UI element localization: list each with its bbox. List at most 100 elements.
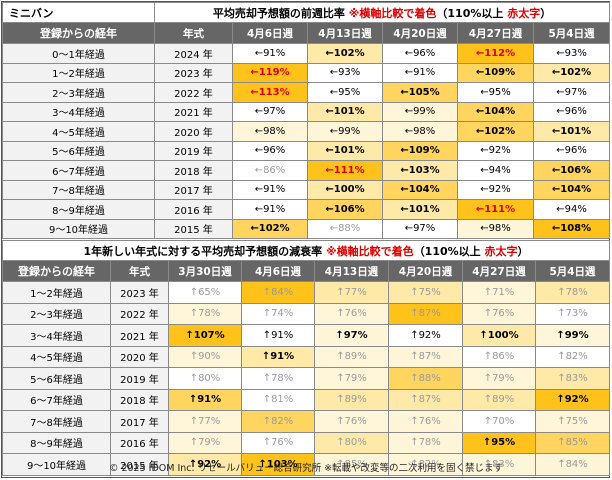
ratio-cell: ←91% [232,43,308,64]
ratio-cell: ←102% [307,43,383,64]
ratio-cell: ↑78% [535,281,610,304]
ratio-cell: ↑74% [241,302,315,325]
ratio-cell: ←88% [307,218,383,239]
row-elapsed-label: 4～5年経過 [2,345,111,368]
ratio-cell: ←102% [532,62,611,83]
ratio-cell: ←112% [457,43,534,64]
row-model-year: 2022 年 [154,82,233,103]
table-row: 4～5年経過 2020 年 ↑90% ↑91% ↑89% ↑87% ↑86% ↑82% [2,345,610,368]
row-elapsed-label: 8～9年経過 [2,199,155,220]
week-header: 4月20日週 [382,22,458,44]
table-row: 7～8年経過 2017 年 ←91% ←100% ←104% ←92% ←104% [2,179,611,200]
ratio-cell: ←94% [457,160,534,181]
ratio-cell: ↑65% [168,281,242,304]
ratio-cell: ↑90% [168,345,242,368]
week-header: 4月13日週 [307,22,383,44]
ratio-cell: ←109% [382,140,458,161]
ratio-cell: ←96% [532,101,611,122]
ratio-cell: ↑80% [168,367,242,390]
row-elapsed-label: 6～7年経過 [2,388,111,411]
ratio-cell: ←98% [382,121,458,142]
week-header: 4月27日週 [457,22,534,44]
ratio-cell: ↑91% [168,388,242,411]
row-elapsed-label: 1～2年経過 [2,62,155,83]
table-row: 3～4年経過 2021 年 ↑107% ↑91% ↑97% ↑92% ↑100% ↑99% [2,324,610,347]
ratio-cell: ↑82% [535,345,610,368]
ratio-cell: ↑76% [388,410,463,433]
ratio-cell: ↑89% [462,388,536,411]
ratio-cell: ↑107% [168,324,242,347]
ratio-cell: ←103% [382,160,458,181]
ratio-cell: ↑84% [535,453,610,476]
ratio-cell: ←101% [307,140,383,161]
ratio-cell: ↑92% [168,453,242,476]
ratio-cell: ←111% [457,199,534,220]
ratio-cell: ←113% [232,82,308,103]
ratio-cell: ←104% [457,101,534,122]
weekly-ratio-table: ミニバン 平均売却予想額の前週比率 ※横軸比較で着色（110%以上 赤太字） 登… [2,2,611,239]
ratio-cell: ←97% [532,82,611,103]
row-model-year: 2017 年 [154,179,233,200]
table2-title: 1年新しい年式に対する平均売却予想額の減衰率 ※横軸比較で着色（110%以上 赤… [2,240,610,261]
ratio-cell: ←97% [232,101,308,122]
ratio-cell: ↑76% [314,410,389,433]
week-header: 3月30日週 [168,260,242,282]
ratio-cell: ↑86% [462,345,536,368]
week-header: 4月20日週 [388,260,463,282]
table1-title: 平均売却予想額の前週比率 ※横軸比較で着色（110%以上 赤太字） [153,2,611,23]
table-row: 5～6年経過 2019 年 ↑80% ↑78% ↑79% ↑88% ↑79% ↑83% [2,367,610,390]
ratio-cell: ←105% [382,82,458,103]
table1-bold-red-note: 赤太字 [507,6,541,20]
ratio-cell: ↑80% [314,431,389,454]
ratio-cell: ←101% [382,199,458,220]
ratio-cell: ↑95% [462,431,536,454]
ratio-cell: ↑71% [462,281,536,304]
ratio-cell: ↑77% [168,410,242,433]
ratio-cell: ↑87% [388,388,463,411]
ratio-cell: ↑70% [462,410,536,433]
table-row: 4～5年経過 2020 年 ←98% ←99% ←98% ←102% ←101% [2,121,611,142]
ratio-cell: ↑79% [168,431,242,454]
ratio-cell: ↑88% [388,367,463,390]
ratio-cell: ←95% [307,82,383,103]
ratio-cell: ↑78% [168,302,242,325]
table1-note: ※横軸比較で着色 [348,6,437,20]
ratio-cell: ←101% [532,121,611,142]
ratio-cell: ←93% [307,62,383,83]
week-header: 4月6日週 [232,22,308,44]
table-row: 3～4年経過 2021 年 ←97% ←101% ←99% ←104% ←96% [2,101,611,122]
row-elapsed-label: 6～7年経過 [2,160,155,181]
ratio-cell: ←91% [232,199,308,220]
row-model-year: 2018 年 [154,160,233,181]
table-row: 6～7年経過 2018 年 ↑91% ↑81% ↑89% ↑87% ↑89% ↑92% [2,388,610,411]
ratio-cell: ←108% [532,218,611,239]
ratio-cell: ↑100% [462,324,536,347]
ratio-cell: ←111% [307,160,383,181]
ratio-cell: ↑82% [241,410,315,433]
ratio-cell: ←102% [232,218,308,239]
table2-note: ※横軸比較で着色 [325,244,414,258]
row-elapsed-label: 1～2年経過 [2,281,111,304]
ratio-cell: ←95% [457,82,534,103]
ratio-cell: ←119% [232,62,308,83]
ratio-cell: ↑78% [241,367,315,390]
week-header: 4月27日週 [462,260,536,282]
ratio-cell: ←100% [307,179,383,200]
table-row: 5～6年経過 2019 年 ←96% ←101% ←109% ←92% ←96% [2,140,611,161]
ratio-cell: ←96% [532,140,611,161]
row-model-year: 2018 年 [110,388,169,411]
ratio-cell: ↑79% [462,367,536,390]
ratio-cell: ↑82% [388,453,463,476]
row-model-year: 2019 年 [154,140,233,161]
table-row: 9～10年経過 2015 年 ↑92% ↑103% ↑85% ↑82% ↑83% ↑84% [2,453,610,476]
ratio-cell: ↑83% [462,453,536,476]
ratio-cell: ↑103% [241,453,315,476]
table-row: 6～7年経過 2018 年 ←86% ←111% ←103% ←94% ←106% [2,160,611,181]
week-header: 5月4日週 [532,22,611,44]
row-elapsed-label: 0～1年経過 [2,43,155,64]
ratio-cell: ↑91% [241,324,315,347]
table-row: 1～2年経過 2023 年 ↑65% ↑84% ↑77% ↑75% ↑71% ↑78% [2,281,610,304]
row-model-year: 2019 年 [110,367,169,390]
row-model-year: 2021 年 [110,324,169,347]
